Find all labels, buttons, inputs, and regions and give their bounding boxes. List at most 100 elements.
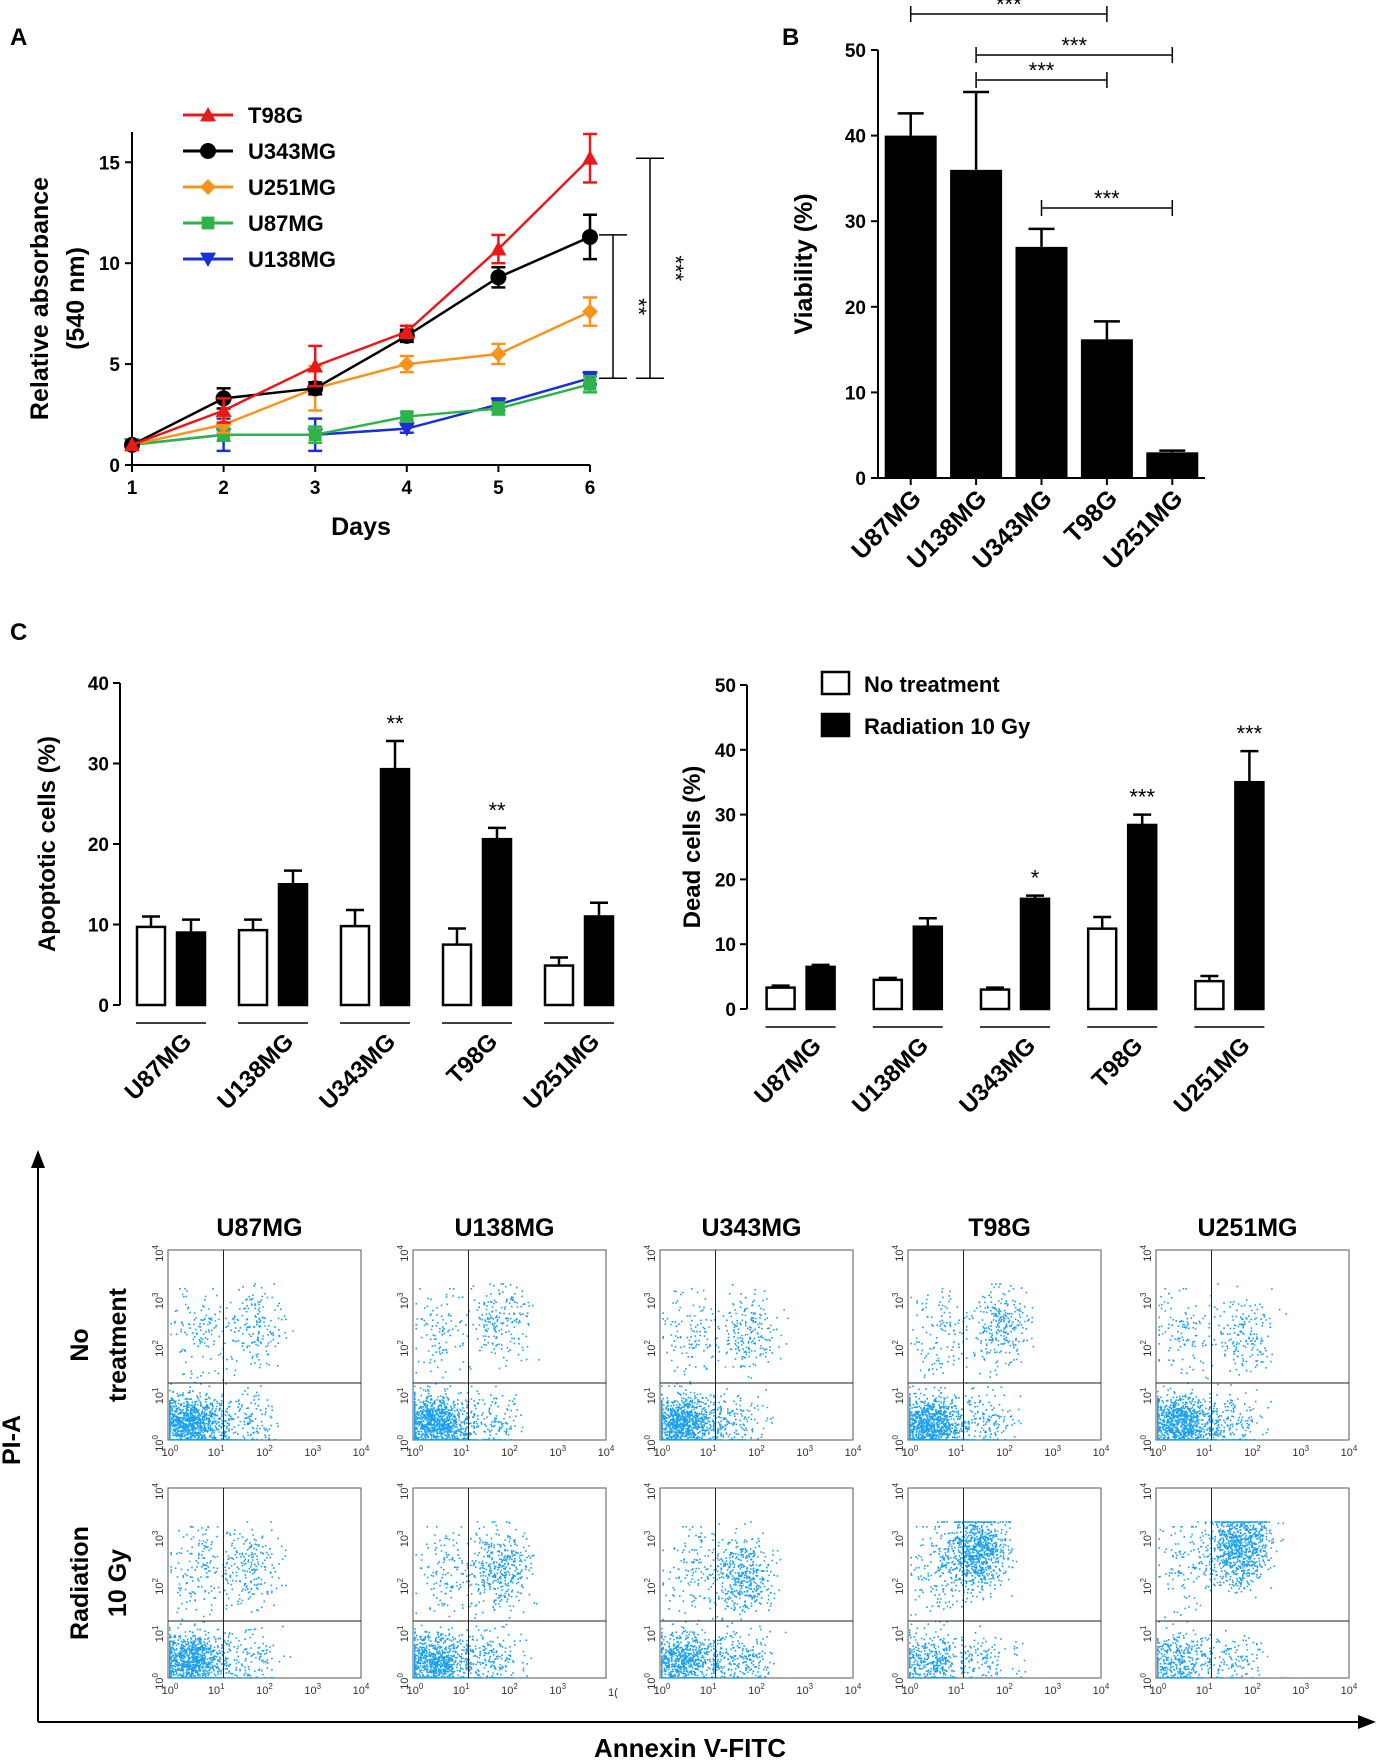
- legend-swatch: [820, 712, 851, 738]
- y-log-tick-label: 104: [151, 1244, 166, 1261]
- log-base: 10: [1044, 1685, 1056, 1697]
- log-exponent: 4: [1353, 1682, 1358, 1691]
- y-tick-label: 30: [88, 755, 109, 776]
- bar-no-treatment-u87mg: [135, 925, 167, 1007]
- log-base: 10: [399, 1249, 411, 1261]
- log-exponent: 3: [1305, 1682, 1310, 1691]
- x-log-tick-label: 102: [501, 1444, 518, 1459]
- log-base: 10: [894, 1582, 906, 1594]
- log-exponent: 4: [151, 1482, 160, 1487]
- series-line: [131, 383, 591, 447]
- x-axis-title: Days: [331, 513, 391, 541]
- log-base: 10: [154, 1677, 166, 1689]
- data-point: [583, 377, 597, 391]
- log-base: 10: [646, 1249, 658, 1261]
- row-label: 10 Gy: [104, 1549, 132, 1617]
- y-axis-title-line: (540 nm): [62, 247, 90, 350]
- log-exponent: 2: [151, 1577, 160, 1582]
- log-base: 10: [1044, 1447, 1056, 1459]
- legend-label: U251MG: [248, 175, 336, 200]
- x-log-tick-label: 101: [700, 1682, 717, 1697]
- log-exponent: 4: [891, 1244, 900, 1249]
- log-base: 10: [845, 1685, 857, 1697]
- y-tick-label: 40: [845, 127, 866, 148]
- log-exponent: 1: [643, 1625, 652, 1630]
- log-exponent: 1: [891, 1387, 900, 1392]
- x-log-tick-label: 100: [654, 1682, 671, 1697]
- x-log-tick-label: 101: [948, 1444, 965, 1459]
- panel-a: A 0 5 10 15 1 2 3 4 5 6 Days Relative absorbance (54…: [10, 24, 688, 541]
- log-exponent: 1: [1208, 1682, 1213, 1691]
- log-exponent: 0: [396, 1434, 405, 1439]
- y-log-tick-label: 103: [1139, 1292, 1154, 1309]
- y-tick-label: 40: [715, 741, 736, 762]
- x-log-tick-label: 103: [796, 1682, 813, 1697]
- log-exponent: 3: [643, 1292, 652, 1297]
- panel-c-flow-cytometry: U87MG U138MG U343MG T98G U251MG No treatment Ra…: [0, 1150, 1376, 1761]
- y-tick-label: 20: [715, 870, 736, 891]
- bar-no-treatment-u138mg: [237, 928, 269, 1007]
- log-exponent: 4: [151, 1244, 160, 1249]
- log-base: 10: [304, 1447, 316, 1459]
- log-base: 10: [1244, 1685, 1256, 1697]
- data-point: [582, 150, 598, 165]
- log-base: 10: [154, 1297, 166, 1309]
- x-log-tick-label: 103: [549, 1682, 566, 1697]
- x-log-tick-label: 100: [902, 1444, 919, 1459]
- log-base: 10: [399, 1392, 411, 1404]
- x-log-tick-label: 101: [1196, 1444, 1213, 1459]
- log-exponent: 3: [151, 1530, 160, 1535]
- bar-radiation-u138mg: [912, 925, 944, 1011]
- log-exponent: 3: [809, 1682, 814, 1691]
- series-line: [131, 310, 591, 447]
- y-tick-label: 10: [715, 935, 736, 956]
- y-log-tick-label: 103: [396, 1530, 411, 1547]
- log-exponent: 0: [1139, 1672, 1148, 1677]
- log-exponent: 3: [562, 1444, 567, 1453]
- bar-no-treatment-t98g: [1086, 927, 1118, 1011]
- log-exponent: 2: [891, 1339, 900, 1344]
- x-log-tick-label: 102: [748, 1682, 765, 1697]
- log-exponent: 0: [151, 1434, 160, 1439]
- log-exponent: 3: [1139, 1292, 1148, 1297]
- log-exponent: 0: [914, 1444, 919, 1453]
- log-base: 10: [399, 1344, 411, 1356]
- y-axis-title: Viability (%): [790, 193, 818, 334]
- log-base: 10: [1142, 1630, 1154, 1642]
- x-log-tick-label: 104: [845, 1444, 862, 1459]
- x-log-tick-label-truncated: 1(: [608, 1687, 618, 1699]
- data-point: [398, 422, 415, 437]
- log-base: 10: [902, 1447, 914, 1459]
- significance-label: ***: [1129, 785, 1155, 810]
- series-line: [131, 235, 591, 446]
- significance-label: ***: [1061, 33, 1087, 58]
- log-base: 10: [1142, 1392, 1154, 1404]
- panel-c-dead: 0 10 20 30 40 50 Dead cells (%) U87MG U138MG * U34…: [679, 670, 1265, 1119]
- y-log-tick-label: 100: [891, 1434, 906, 1451]
- log-exponent: 4: [643, 1482, 652, 1487]
- significance-label: **: [386, 711, 404, 736]
- y-log-tick-label: 102: [396, 1577, 411, 1594]
- log-exponent: 4: [396, 1244, 405, 1249]
- y-tick-label: 10: [88, 916, 109, 937]
- log-base: 10: [1142, 1487, 1154, 1499]
- log-base: 10: [646, 1297, 658, 1309]
- log-exponent: 3: [809, 1444, 814, 1453]
- y-log-tick-label: 102: [151, 1339, 166, 1356]
- log-exponent: 3: [396, 1530, 405, 1535]
- data-point: [490, 269, 507, 286]
- event-dots: [169, 1521, 292, 1679]
- row-label: No: [66, 1328, 94, 1361]
- y-log-tick-label: 101: [891, 1625, 906, 1642]
- x-tick-label: U138MG: [847, 1032, 934, 1119]
- y-log-tick-label: 100: [396, 1672, 411, 1689]
- log-base: 10: [598, 1447, 610, 1459]
- legend-label: T98G: [248, 103, 303, 128]
- log-exponent: 3: [1057, 1444, 1062, 1453]
